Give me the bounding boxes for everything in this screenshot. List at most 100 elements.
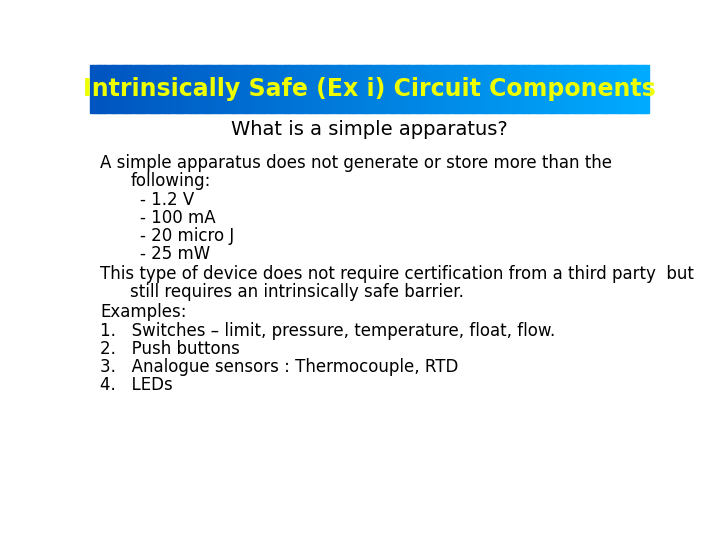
Bar xyxy=(413,65,417,113)
Bar xyxy=(215,65,219,113)
Bar xyxy=(444,65,448,113)
Bar xyxy=(377,65,381,113)
Bar xyxy=(572,65,576,113)
Bar xyxy=(109,65,113,113)
Bar xyxy=(386,65,389,113)
Bar xyxy=(428,65,431,113)
Bar xyxy=(233,65,235,113)
Bar xyxy=(623,65,626,113)
Bar xyxy=(631,65,634,113)
Bar xyxy=(243,65,247,113)
Bar xyxy=(603,65,607,113)
Bar xyxy=(260,65,264,113)
Bar xyxy=(374,65,378,113)
Bar xyxy=(642,65,646,113)
Bar xyxy=(121,65,124,113)
Bar xyxy=(347,65,350,113)
Bar xyxy=(397,65,400,113)
Bar xyxy=(464,65,467,113)
Bar xyxy=(210,65,213,113)
Bar xyxy=(508,65,512,113)
Bar xyxy=(202,65,205,113)
Bar xyxy=(612,65,615,113)
Bar xyxy=(207,65,210,113)
Bar xyxy=(238,65,241,113)
Bar xyxy=(469,65,473,113)
Bar xyxy=(408,65,411,113)
Bar xyxy=(129,65,132,113)
Bar xyxy=(456,65,459,113)
Bar xyxy=(436,65,439,113)
Bar xyxy=(637,65,640,113)
Bar xyxy=(135,65,138,113)
Bar xyxy=(291,65,294,113)
Bar xyxy=(475,65,478,113)
Bar xyxy=(620,65,624,113)
Bar xyxy=(581,65,585,113)
Bar xyxy=(263,65,266,113)
Bar xyxy=(218,65,222,113)
Bar xyxy=(489,65,492,113)
Bar xyxy=(617,65,621,113)
Bar xyxy=(634,65,637,113)
Bar xyxy=(372,65,375,113)
Bar xyxy=(313,65,317,113)
Bar xyxy=(316,65,320,113)
Bar xyxy=(224,65,228,113)
Bar xyxy=(179,65,183,113)
Bar xyxy=(227,65,230,113)
Bar xyxy=(481,65,484,113)
Bar xyxy=(269,65,272,113)
Bar xyxy=(570,65,573,113)
Bar xyxy=(531,65,534,113)
Bar xyxy=(319,65,322,113)
Bar xyxy=(609,65,612,113)
Text: 3.   Analogue sensors : Thermocouple, RTD: 3. Analogue sensors : Thermocouple, RTD xyxy=(100,357,459,376)
Bar xyxy=(271,65,275,113)
Bar xyxy=(140,65,143,113)
Bar xyxy=(626,65,629,113)
Bar xyxy=(288,65,292,113)
Bar xyxy=(361,65,364,113)
Bar xyxy=(143,65,146,113)
Bar xyxy=(478,65,481,113)
Text: still requires an intrinsically safe barrier.: still requires an intrinsically safe bar… xyxy=(130,284,464,301)
Bar xyxy=(115,65,119,113)
Bar xyxy=(575,65,579,113)
Bar xyxy=(483,65,487,113)
Bar xyxy=(280,65,283,113)
Bar xyxy=(584,65,588,113)
Bar xyxy=(431,65,433,113)
Bar xyxy=(536,65,540,113)
Bar xyxy=(486,65,490,113)
Bar xyxy=(615,65,618,113)
Bar xyxy=(498,65,500,113)
Bar xyxy=(157,65,161,113)
Bar xyxy=(112,65,116,113)
Bar xyxy=(534,65,537,113)
Bar xyxy=(96,65,99,113)
Bar xyxy=(160,65,163,113)
Bar xyxy=(124,65,127,113)
Text: 1.   Switches – limit, pressure, temperature, float, flow.: 1. Switches – limit, pressure, temperatu… xyxy=(100,322,555,340)
Bar xyxy=(495,65,498,113)
Bar xyxy=(255,65,258,113)
Bar xyxy=(425,65,428,113)
Bar xyxy=(567,65,570,113)
Bar xyxy=(185,65,188,113)
Bar xyxy=(235,65,238,113)
Bar xyxy=(322,65,325,113)
Bar xyxy=(307,65,311,113)
Bar xyxy=(341,65,344,113)
Bar xyxy=(99,65,102,113)
Bar xyxy=(104,65,107,113)
Bar xyxy=(550,65,554,113)
Bar xyxy=(330,65,333,113)
Bar xyxy=(593,65,595,113)
Bar xyxy=(285,65,289,113)
Bar xyxy=(500,65,503,113)
Bar xyxy=(492,65,495,113)
Bar xyxy=(438,65,442,113)
Bar xyxy=(188,65,191,113)
Text: - 1.2 V: - 1.2 V xyxy=(140,191,194,209)
